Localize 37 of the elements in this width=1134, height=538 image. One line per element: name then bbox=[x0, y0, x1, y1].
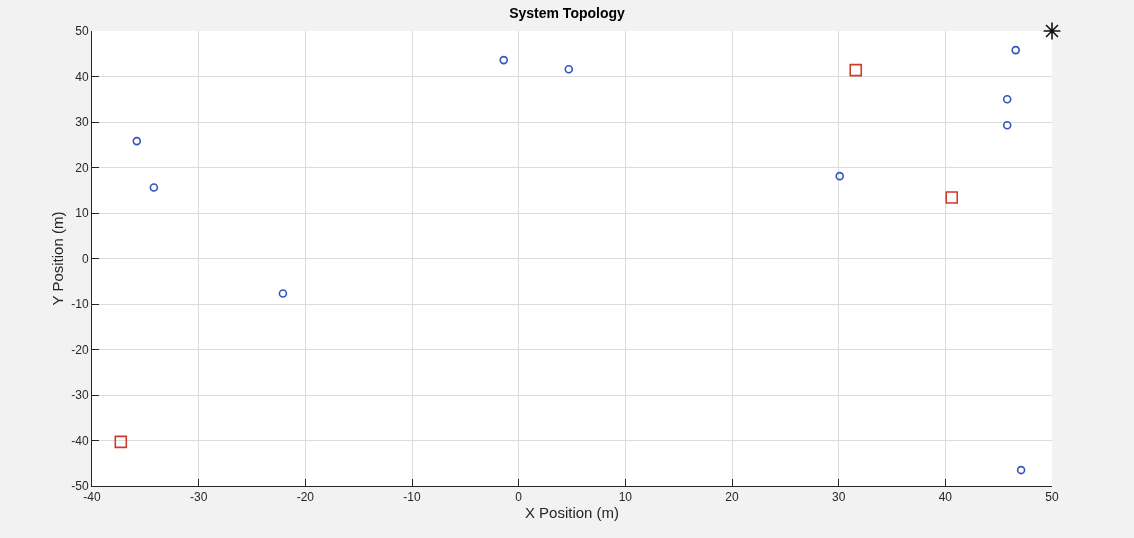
x-tick-label: 20 bbox=[725, 490, 739, 505]
y-tick-label: -40 bbox=[71, 433, 89, 448]
y-tick-label: 20 bbox=[75, 160, 89, 175]
chart-title: System Topology bbox=[509, 4, 626, 21]
point bbox=[499, 55, 509, 65]
point bbox=[1011, 45, 1021, 55]
x-tick-label: 10 bbox=[618, 490, 633, 505]
x-tick-label: 40 bbox=[938, 490, 953, 505]
point bbox=[945, 191, 959, 204]
point bbox=[835, 171, 845, 181]
point bbox=[1002, 120, 1012, 130]
y-tick-label: -30 bbox=[71, 388, 89, 403]
point bbox=[114, 435, 128, 449]
point bbox=[149, 183, 159, 192]
y-tick-label: 0 bbox=[81, 251, 89, 266]
point bbox=[564, 64, 574, 74]
y-tick-label: -50 bbox=[71, 479, 89, 494]
y-tick-label: 30 bbox=[75, 115, 89, 130]
y-tick-label: 10 bbox=[75, 206, 89, 221]
y-tick-label: -10 bbox=[71, 297, 89, 312]
point bbox=[1016, 465, 1026, 475]
x-tick-label: 50 bbox=[1045, 490, 1059, 505]
x-tick-label: 0 bbox=[515, 490, 523, 505]
y-tick-label: -20 bbox=[71, 342, 89, 357]
y-tick-label: 50 bbox=[75, 24, 89, 39]
point bbox=[1042, 21, 1062, 41]
point bbox=[1002, 94, 1012, 104]
x-tick-label: -10 bbox=[403, 490, 421, 505]
x-tick-label: -20 bbox=[296, 490, 315, 505]
x-tick-label: 30 bbox=[831, 490, 846, 505]
y-tick-label: 40 bbox=[75, 69, 89, 84]
point bbox=[849, 63, 863, 77]
point bbox=[278, 289, 288, 298]
point bbox=[132, 136, 142, 146]
x-axis-title: X Position (m) bbox=[524, 504, 620, 522]
x-tick-label: -30 bbox=[190, 490, 208, 505]
y-axis-title: Y Position (m) bbox=[48, 211, 66, 306]
